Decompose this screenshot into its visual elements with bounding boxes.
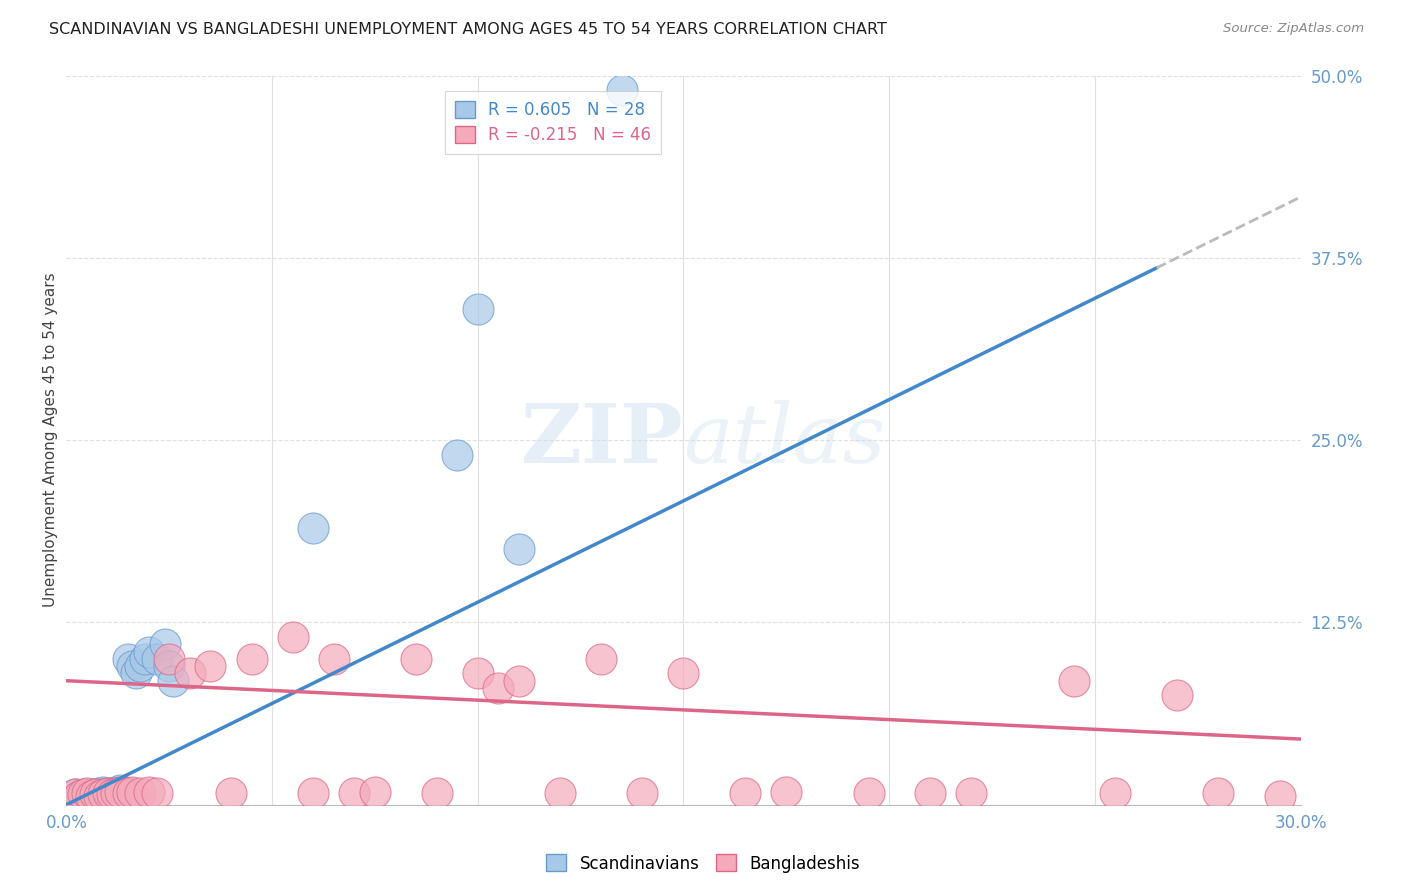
Point <box>125 666 148 681</box>
Point <box>89 789 111 803</box>
Point <box>1104 786 1126 800</box>
Point <box>97 786 120 800</box>
Point <box>121 784 143 798</box>
Point <box>179 666 201 681</box>
Point <box>446 448 468 462</box>
Point <box>93 788 115 802</box>
Point <box>72 788 94 802</box>
Text: Source: ZipAtlas.com: Source: ZipAtlas.com <box>1223 22 1364 36</box>
Point <box>858 786 880 800</box>
Point <box>631 786 654 800</box>
Point <box>548 786 571 800</box>
Point <box>1166 688 1188 702</box>
Point <box>117 786 139 800</box>
Point <box>364 784 387 798</box>
Point <box>76 786 98 800</box>
Point <box>775 784 797 798</box>
Point <box>508 542 530 557</box>
Point <box>920 786 942 800</box>
Point <box>63 788 86 802</box>
Point <box>1268 789 1291 803</box>
Point <box>1206 786 1229 800</box>
Text: atlas: atlas <box>683 401 886 480</box>
Point <box>302 520 325 534</box>
Point <box>162 673 184 688</box>
Point <box>322 652 344 666</box>
Point <box>467 301 489 316</box>
Legend: R = 0.605   N = 28, R = -0.215   N = 46: R = 0.605 N = 28, R = -0.215 N = 46 <box>446 91 661 154</box>
Point <box>240 652 263 666</box>
Point <box>104 784 127 798</box>
Point <box>63 788 86 802</box>
Point <box>405 652 427 666</box>
Point <box>72 790 94 805</box>
Point <box>486 681 509 695</box>
Point <box>129 786 152 800</box>
Point <box>89 786 111 800</box>
Point <box>121 659 143 673</box>
Point <box>138 644 160 658</box>
Point <box>76 788 98 802</box>
Point <box>1063 673 1085 688</box>
Point <box>104 786 127 800</box>
Point <box>302 786 325 800</box>
Point <box>117 652 139 666</box>
Y-axis label: Unemployment Among Ages 45 to 54 years: Unemployment Among Ages 45 to 54 years <box>44 273 58 607</box>
Point <box>100 786 122 800</box>
Point <box>672 666 695 681</box>
Point <box>67 789 90 803</box>
Point <box>960 786 983 800</box>
Point <box>129 659 152 673</box>
Point <box>467 666 489 681</box>
Point <box>67 789 90 803</box>
Point <box>591 652 613 666</box>
Point <box>93 784 115 798</box>
Text: SCANDINAVIAN VS BANGLADESHI UNEMPLOYMENT AMONG AGES 45 TO 54 YEARS CORRELATION C: SCANDINAVIAN VS BANGLADESHI UNEMPLOYMENT… <box>49 22 887 37</box>
Point <box>157 652 180 666</box>
Point <box>84 788 107 802</box>
Point <box>281 630 304 644</box>
Point <box>146 652 169 666</box>
Point <box>84 788 107 802</box>
Point <box>146 786 169 800</box>
Point <box>157 659 180 673</box>
Point <box>112 784 135 798</box>
Point <box>153 637 176 651</box>
Point <box>200 659 222 673</box>
Point <box>80 789 103 803</box>
Point <box>80 789 103 803</box>
Point <box>138 784 160 798</box>
Legend: Scandinavians, Bangladeshis: Scandinavians, Bangladeshis <box>540 847 866 880</box>
Point <box>734 786 756 800</box>
Point <box>108 784 131 798</box>
Point <box>134 652 156 666</box>
Point <box>108 783 131 797</box>
Point <box>219 786 242 800</box>
Point <box>343 786 366 800</box>
Point <box>610 83 633 97</box>
Point <box>426 786 449 800</box>
Point <box>508 673 530 688</box>
Text: ZIP: ZIP <box>520 401 683 480</box>
Point <box>100 788 122 802</box>
Point <box>97 786 120 800</box>
